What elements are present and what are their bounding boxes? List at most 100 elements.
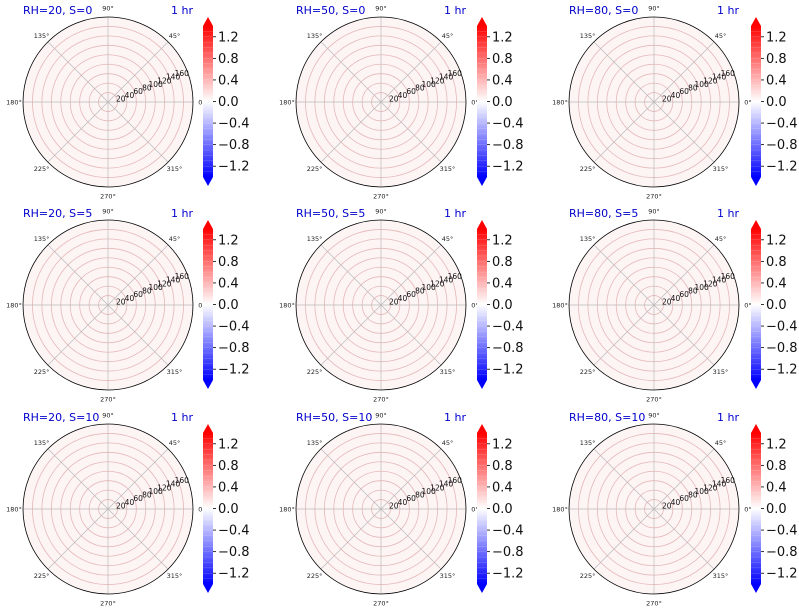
colorbar-body xyxy=(203,229,213,380)
panel-time-label: 1 hr xyxy=(717,411,739,424)
angle-tick-label: 270° xyxy=(373,600,389,608)
angular-gridline xyxy=(320,508,382,570)
panel-title: RH=80, S=0 xyxy=(569,4,638,17)
colorbar-tick-label: −0.4 xyxy=(492,320,524,335)
angle-tick-label: 90° xyxy=(375,412,387,420)
colorbar-tick-label: 1.2 xyxy=(492,30,513,45)
angular-gridline xyxy=(320,101,382,163)
angular-gridline xyxy=(47,508,109,570)
angle-tick-label: 270° xyxy=(646,396,662,404)
colorbar-tick-label: 0.4 xyxy=(218,73,239,88)
radial-tick-label: 20 xyxy=(389,501,399,510)
radial-tick-label: 140 xyxy=(712,73,727,82)
angle-tick-label: 270° xyxy=(100,193,116,201)
angle-tick-label: 315° xyxy=(713,572,729,580)
radial-tick-label: 160 xyxy=(448,272,463,281)
radial-tick-label: 60 xyxy=(133,290,143,299)
colorbar-tick-label: 1.2 xyxy=(218,437,239,452)
angle-tick-label: 225° xyxy=(307,572,323,580)
angle-tick-label: 180° xyxy=(279,302,295,310)
colorbar-tick-label: 0.0 xyxy=(492,95,513,110)
radial-tick-label: 60 xyxy=(133,87,143,96)
radial-tick-label: 40 xyxy=(125,91,135,100)
radial-tick-label: 20 xyxy=(116,501,126,510)
colorbar-tick-label: 0.0 xyxy=(218,95,239,110)
radial-tick-label: 100 xyxy=(421,80,436,89)
panel-title: RH=50, S=5 xyxy=(296,207,365,220)
colorbar-tick-label: 0.0 xyxy=(766,298,787,313)
radial-tick-label: 40 xyxy=(125,294,135,303)
polar-frame xyxy=(295,219,467,391)
angle-tick-label: 135° xyxy=(580,235,596,243)
colorbar-extend-min xyxy=(751,177,761,186)
angular-gridline xyxy=(653,304,715,366)
radial-tick-label: 40 xyxy=(398,294,408,303)
colorbar-tick-label: 0.4 xyxy=(766,276,787,291)
colorbar-tick-label: 0.4 xyxy=(766,73,787,88)
angle-tick-label: 225° xyxy=(580,368,596,376)
angle-tick-label: 270° xyxy=(646,193,662,201)
radial-tick-label: 20 xyxy=(662,501,672,510)
radial-tick-label: 80 xyxy=(142,84,152,93)
colorbar-extend-min xyxy=(203,380,213,389)
angle-tick-label: 315° xyxy=(167,368,183,376)
angular-gridline xyxy=(47,448,109,510)
angle-tick-label: 90° xyxy=(102,208,114,216)
colorbar-body xyxy=(751,433,761,584)
radial-tick-label: 80 xyxy=(688,491,698,500)
colorbar-tick-label: −1.2 xyxy=(766,567,798,582)
radial-tick-label: 40 xyxy=(398,91,408,100)
angle-tick-label: 90° xyxy=(648,5,660,13)
polar-frame xyxy=(568,423,740,595)
radial-tick-label: 160 xyxy=(721,272,736,281)
radial-tick-label: 160 xyxy=(175,476,190,485)
angular-gridline xyxy=(593,41,655,103)
radial-tick-label: 160 xyxy=(721,476,736,485)
angular-gridline xyxy=(320,304,382,366)
angular-gridline xyxy=(107,304,169,366)
angular-gridline xyxy=(47,101,109,163)
colorbar-tick-label: −0.4 xyxy=(218,524,250,539)
colorbar-tick-label: 0.8 xyxy=(766,52,787,67)
radial-tick-label: 40 xyxy=(671,294,681,303)
radial-tick-label: 100 xyxy=(694,283,709,292)
colorbar-tick-label: −1.2 xyxy=(218,567,250,582)
angle-tick-label: 0° xyxy=(198,302,205,310)
angle-tick-label: 0° xyxy=(744,506,751,514)
polar-frame xyxy=(295,423,467,595)
angle-tick-label: 90° xyxy=(648,208,660,216)
radial-tick-label: 20 xyxy=(662,297,672,306)
radial-tick-label: 60 xyxy=(679,290,689,299)
colorbar-tick-label: −0.8 xyxy=(218,138,250,153)
angle-tick-label: 270° xyxy=(100,396,116,404)
angular-gridline xyxy=(47,41,109,103)
radial-tick-label: 80 xyxy=(142,491,152,500)
angular-gridline xyxy=(107,101,169,163)
colorbar-tick-label: 1.2 xyxy=(492,437,513,452)
panel-time-label: 1 hr xyxy=(444,411,466,424)
angle-tick-label: 225° xyxy=(580,572,596,580)
polar-frame xyxy=(568,219,740,391)
radial-tick-label: 120 xyxy=(157,76,172,85)
radial-tick-label: 140 xyxy=(712,480,727,489)
colorbar-extend-min xyxy=(203,177,213,186)
colorbar-tick-label: −1.2 xyxy=(492,363,524,378)
colorbar-tick-label: 0.0 xyxy=(218,298,239,313)
radial-tick-label: 140 xyxy=(712,276,727,285)
radial-tick-label: 120 xyxy=(703,76,718,85)
angle-tick-label: 45° xyxy=(715,32,727,40)
panel-time-label: 1 hr xyxy=(444,4,466,17)
colorbar-tick-label: 0.8 xyxy=(492,255,513,270)
colorbar-tick-label: 1.2 xyxy=(766,437,787,452)
colorbar-tick-label: −0.4 xyxy=(218,320,250,335)
colorbar-tick-label: −1.2 xyxy=(492,567,524,582)
polar-panel: 0°45°90°135°180°225°270°315°20 40 60 801001… xyxy=(552,411,797,608)
colorbar-tick-label: 0.8 xyxy=(492,459,513,474)
colorbar: 1.2 0.8 0.4 0.0 −0.4 −0.8 −1.2 xyxy=(203,17,250,186)
radial-tick-label: 140 xyxy=(166,276,181,285)
angle-tick-label: 45° xyxy=(169,439,181,447)
colorbar-extend-min xyxy=(477,177,487,186)
angle-tick-label: 90° xyxy=(375,5,387,13)
angle-tick-label: 45° xyxy=(442,439,454,447)
